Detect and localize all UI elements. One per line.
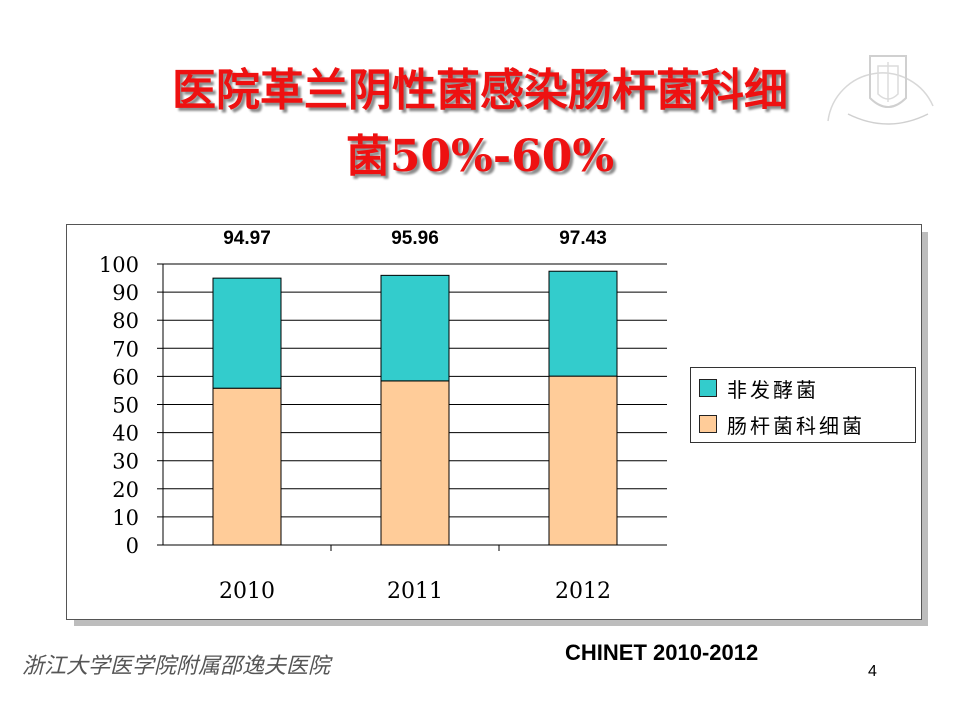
legend-label-enterobacteriaceae: 肠杆菌科细菌 <box>727 413 865 438</box>
total-label-2011: 95.96 <box>391 228 439 249</box>
y-tick-label-50: 50 <box>112 394 139 418</box>
slide-title-line2: 菌50%-60% <box>345 131 615 182</box>
data-source: CHINET 2010-2012 <box>565 640 759 665</box>
bar-2011-series-1 <box>380 274 450 382</box>
y-tick-label-80: 80 <box>112 309 139 333</box>
y-tick-label-40: 40 <box>112 422 139 446</box>
legend-item-enterobacteriaceae: 肠杆菌科细菌 <box>699 410 865 438</box>
total-label-2010: 94.97 <box>223 228 271 249</box>
slide-title-line1: 医院革兰阴性菌感染肠杆菌科细 <box>172 65 788 116</box>
legend-item-non-fermenters: 非发酵菌 <box>699 374 819 402</box>
bar-2011-series-0 <box>380 380 450 546</box>
y-tick-label-10: 10 <box>112 506 139 530</box>
hospital-logo-watermark <box>827 55 934 125</box>
bar-2010-series-0 <box>212 387 282 546</box>
y-tick-label-0: 0 <box>126 534 139 558</box>
bar-2012-series-1 <box>548 270 618 377</box>
footer-institution: 浙江大学医学院附属邵逸夫医院 <box>22 654 331 679</box>
chart-legend: 非发酵菌 肠杆菌科细菌 <box>690 367 916 443</box>
y-tick-label-70: 70 <box>112 337 139 361</box>
y-tick-label-20: 20 <box>112 478 139 502</box>
y-tick-label-100: 100 <box>99 253 139 277</box>
x-tick-label-2012: 2012 <box>555 579 611 604</box>
bar-2010-series-1 <box>212 277 282 389</box>
x-tick-label-2011: 2011 <box>387 579 443 604</box>
y-tick-label-30: 30 <box>112 450 139 474</box>
x-tick-label-2010: 2010 <box>219 579 275 604</box>
y-tick-label-90: 90 <box>112 281 139 305</box>
legend-label-non-fermenters: 非发酵菌 <box>727 377 819 402</box>
bar-2012-series-0 <box>548 375 618 546</box>
legend-swatch-enterobacteriaceae <box>699 415 717 433</box>
y-tick-label-60: 60 <box>112 365 139 389</box>
page-number: 4 <box>868 663 877 680</box>
total-label-2012: 97.43 <box>559 228 607 249</box>
legend-swatch-non-fermenters <box>699 379 717 397</box>
